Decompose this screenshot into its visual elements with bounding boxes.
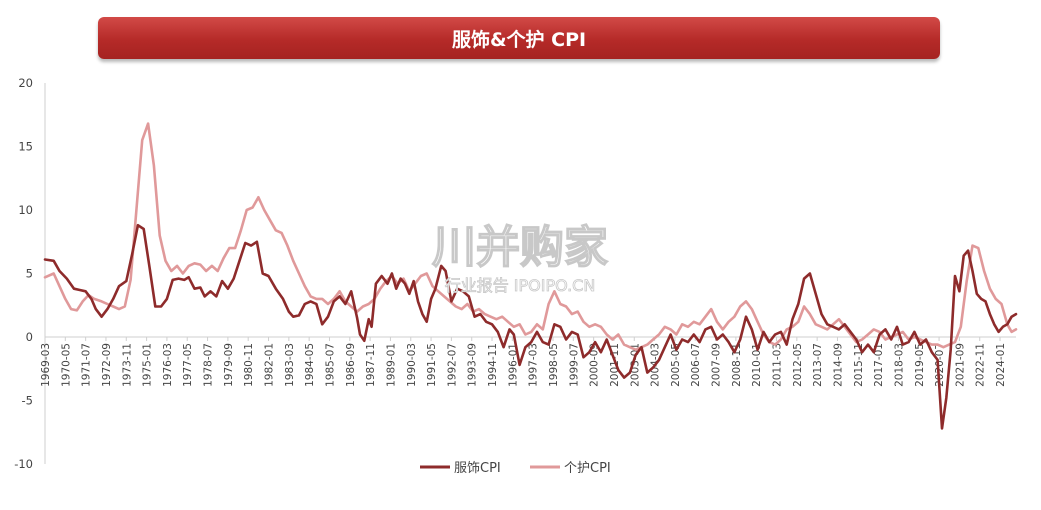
y-tick-label: 10 xyxy=(18,203,33,217)
x-tick-label: 1993-09 xyxy=(467,343,479,387)
x-tick-label: 2006-07 xyxy=(690,343,702,387)
legend: 服饰CPI 个护CPI xyxy=(420,461,611,476)
y-tick-label: -5 xyxy=(22,394,33,408)
x-tick-label: 1994-11 xyxy=(487,343,499,387)
x-tick-label: 1972-09 xyxy=(101,343,113,387)
chart-title: 服饰&个护 CPI xyxy=(98,17,940,59)
y-tick-label: 20 xyxy=(18,76,33,90)
x-tick-label: 1984-05 xyxy=(304,343,316,387)
x-tick-label: 1970-05 xyxy=(60,343,72,387)
x-tick-label: 2024-01 xyxy=(995,343,1007,387)
x-tick-label: 1991-05 xyxy=(426,343,438,387)
x-tick-label: 1986-09 xyxy=(345,343,357,387)
x-tick-label: 1992-07 xyxy=(446,343,458,387)
legend-label-1: 服饰CPI xyxy=(454,461,501,476)
y-tick-label: -10 xyxy=(14,457,33,471)
x-axis: 1969-03 1970-05 1971-07 1972-09 1973-11 1975-… xyxy=(40,336,1016,387)
x-tick-label: 1987-11 xyxy=(365,343,377,387)
x-tick-label: 1998-05 xyxy=(548,343,560,387)
x-tick-label: 2007-09 xyxy=(711,343,723,387)
watermark-main: 川并购家 xyxy=(432,222,608,273)
x-tick-label: 2011-03 xyxy=(772,343,784,387)
x-tick-label: 1990-03 xyxy=(406,343,418,387)
x-tick-label: 1969-03 xyxy=(40,343,52,387)
x-tick-label: 1982-01 xyxy=(264,343,276,387)
x-tick-label: 1999-07 xyxy=(568,343,580,387)
x-tick-label: 1976-03 xyxy=(162,343,174,387)
x-tick-label: 1989-01 xyxy=(385,343,397,387)
legend-label-2: 个护CPI xyxy=(564,461,611,476)
x-tick-label: 1975-01 xyxy=(142,343,154,387)
x-tick-label: 2019-05 xyxy=(914,343,926,387)
series-layer xyxy=(43,122,1018,430)
x-tick-label: 1980-11 xyxy=(243,343,255,387)
x-tick-label: 1973-11 xyxy=(121,343,133,387)
y-axis: -10 -5 0 5 10 15 20 xyxy=(14,76,46,471)
x-tick-label: 1997-03 xyxy=(528,343,540,387)
x-tick-label: 2005-05 xyxy=(670,343,682,387)
x-tick-label: 1977-05 xyxy=(182,343,194,387)
x-tick-label: 1971-07 xyxy=(81,343,93,387)
x-tick-label: 2020-07 xyxy=(934,343,946,387)
x-tick-label: 2022-11 xyxy=(975,343,987,387)
x-tick-label: 2000-09 xyxy=(589,343,601,387)
y-tick-label: 0 xyxy=(26,330,33,344)
x-tick-label: 2021-09 xyxy=(954,343,966,387)
x-tick-label: 2003-01 xyxy=(629,343,641,387)
x-tick-label: 2008-11 xyxy=(731,343,743,387)
x-tick-label: 2013-07 xyxy=(812,343,824,387)
x-tick-label: 1978-07 xyxy=(203,343,215,387)
x-tick-label: 2018-03 xyxy=(893,343,905,387)
x-tick-label: 2015-11 xyxy=(853,343,865,387)
watermark-sub: 行业报告 IPOIPO.CN xyxy=(445,276,596,295)
y-tick-label: 15 xyxy=(18,140,33,154)
y-tick-label: 5 xyxy=(26,267,33,281)
x-tick-label: 1979-09 xyxy=(223,343,235,387)
series-line-1 xyxy=(43,223,1018,430)
x-tick-label: 2014-09 xyxy=(832,343,844,387)
x-tick-label: 2010-01 xyxy=(751,343,763,387)
x-tick-label: 1985-07 xyxy=(324,343,336,387)
x-tick-label: 2012-05 xyxy=(792,343,804,387)
x-tick-label: 2017-01 xyxy=(873,343,885,387)
x-tick-label: 1983-03 xyxy=(284,343,296,387)
